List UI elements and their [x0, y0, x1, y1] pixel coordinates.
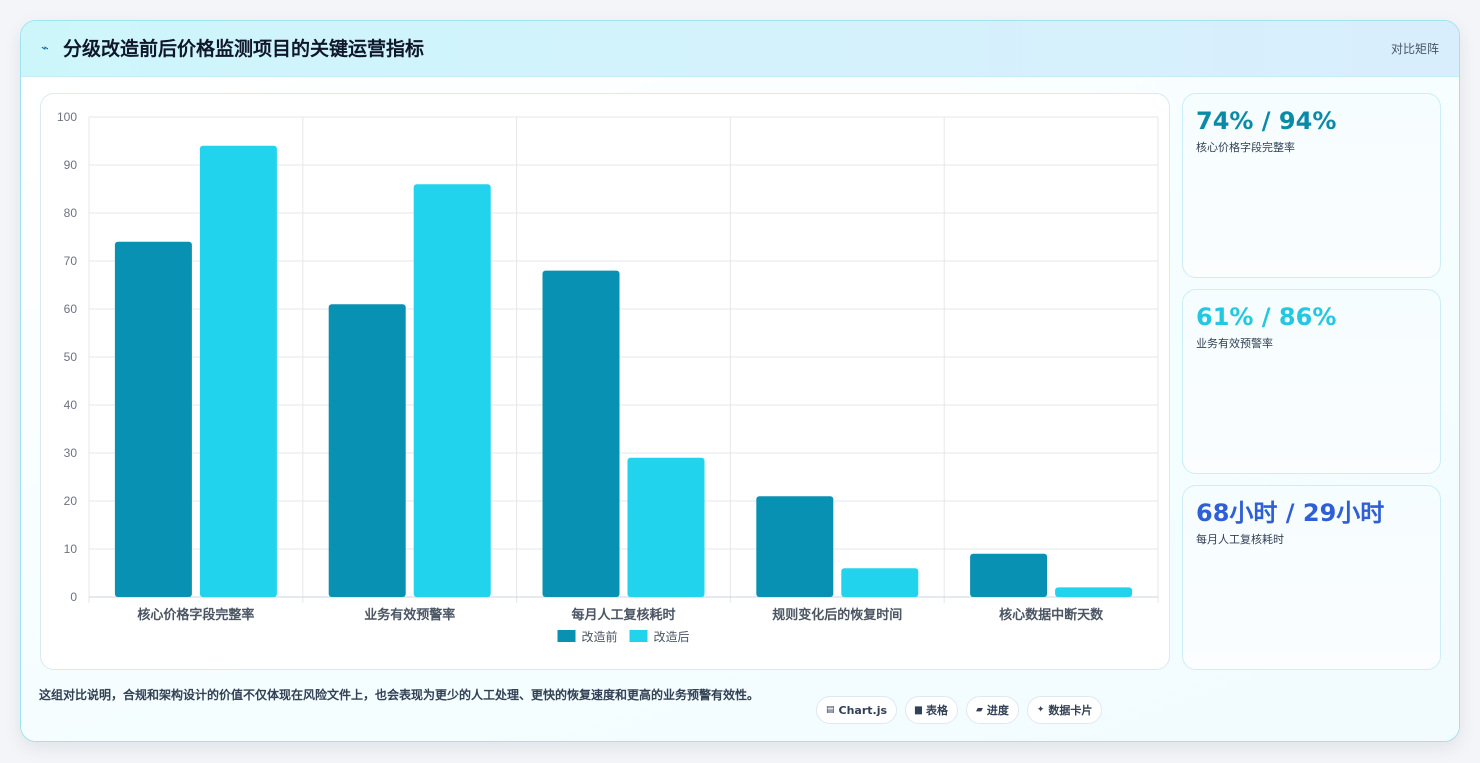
y-tick-label: 90 [64, 158, 78, 172]
x-tick-label: 核心数据中断天数 [999, 607, 1104, 623]
chip-chartjs[interactable]: ▤ Chart.js [816, 696, 898, 724]
comparison-matrix-tag: 对比矩阵 [1390, 42, 1439, 56]
tech-chips: ▤ Chart.js ▆ 表格 ▰ 进度 ✦ 数据卡片 [816, 696, 1103, 724]
bar-before [970, 553, 1048, 597]
legend-swatch [557, 630, 576, 642]
chip-label: 数据卡片 [1048, 704, 1093, 717]
bar-before [114, 241, 192, 598]
x-tick-label: 业务有效预警率 [364, 607, 455, 623]
progress-icon: ▰ [975, 705, 983, 715]
bar-after [199, 145, 277, 598]
bar-after [413, 184, 491, 597]
chart-card: 0 10 20 30 40 50 60 70 80 90 100 核心价格字段完整率 业务有效预警率 每月… [40, 93, 1170, 670]
chip-table[interactable]: ▆ 表格 [905, 696, 958, 724]
kpi-card-price-field-completeness: 74% / 94% 核心价格字段完整率 [1182, 93, 1441, 278]
x-tick-label: 核心价格字段完整率 [137, 607, 254, 623]
kpi-card-manual-review-hours: 68小时 / 29小时 每月人工复核耗时 [1182, 485, 1441, 670]
panel-title: 分级改造前后价格监测项目的关键运营指标 [63, 38, 425, 60]
legend-swatch [629, 630, 648, 642]
kpi-label: 每月人工复核耗时 [1196, 533, 1284, 546]
y-tick-label: 60 [64, 302, 78, 316]
kpi-label: 业务有效预警率 [1196, 337, 1273, 350]
kpi-card-effective-alert-rate: 61% / 86% 业务有效预警率 [1182, 289, 1441, 474]
bar-before [756, 496, 834, 597]
y-tick-label: 10 [64, 542, 78, 556]
chip-label: 表格 [925, 704, 948, 717]
bar-chart: 0 10 20 30 40 50 60 70 80 90 100 核心价格字段完整率 业务有效预警率 每月… [57, 110, 1159, 644]
bar-after [841, 568, 919, 597]
y-tick-label: 20 [64, 494, 78, 508]
x-tick-label: 每月人工复核耗时 [571, 607, 675, 623]
kpi-value: 68小时 / 29小时 [1196, 499, 1385, 527]
chip-progress[interactable]: ▰ 进度 [965, 696, 1019, 724]
table-icon: ▆ [915, 705, 922, 715]
summary-text: 这组对比说明，合规和架构设计的价值不仅体现在风险文件上，也会表现为更少的人工处理… [39, 688, 760, 702]
kpi-value: 61% / 86% [1196, 303, 1337, 331]
bar-after [627, 457, 705, 597]
chart-icon: ▤ [826, 705, 835, 715]
y-tick-label: 30 [64, 446, 78, 460]
legend-label: 改造前 [582, 629, 618, 644]
chip-label: 进度 [986, 704, 1009, 717]
y-tick-label: 100 [57, 110, 77, 124]
x-tick-label: 规则变化后的恢复时间 [772, 607, 902, 623]
metrics-panel: ⌁ 分级改造前后价格监测项目的关键运营指标 对比矩阵 0 10 20 30 40 50 60… [20, 20, 1460, 742]
y-tick-label: 80 [64, 206, 78, 220]
chip-data-card[interactable]: ✦ 数据卡片 [1026, 696, 1103, 724]
bar-after [1055, 587, 1133, 597]
y-tick-label: 40 [64, 398, 78, 412]
spark-icon: ⌁ [41, 41, 49, 56]
y-tick-label: 70 [64, 254, 78, 268]
data-card-icon: ✦ [1036, 705, 1045, 715]
bar-before [328, 304, 406, 597]
panel-header: ⌁ 分级改造前后价格监测项目的关键运营指标 对比矩阵 [21, 21, 1459, 77]
kpi-label: 核心价格字段完整率 [1196, 141, 1295, 154]
y-tick-label: 0 [70, 590, 77, 604]
kpi-value: 74% / 94% [1196, 107, 1337, 135]
bar-before [542, 270, 620, 597]
chip-label: Chart.js [838, 703, 888, 717]
y-tick-label: 50 [64, 350, 78, 364]
legend-label: 改造后 [654, 630, 690, 644]
